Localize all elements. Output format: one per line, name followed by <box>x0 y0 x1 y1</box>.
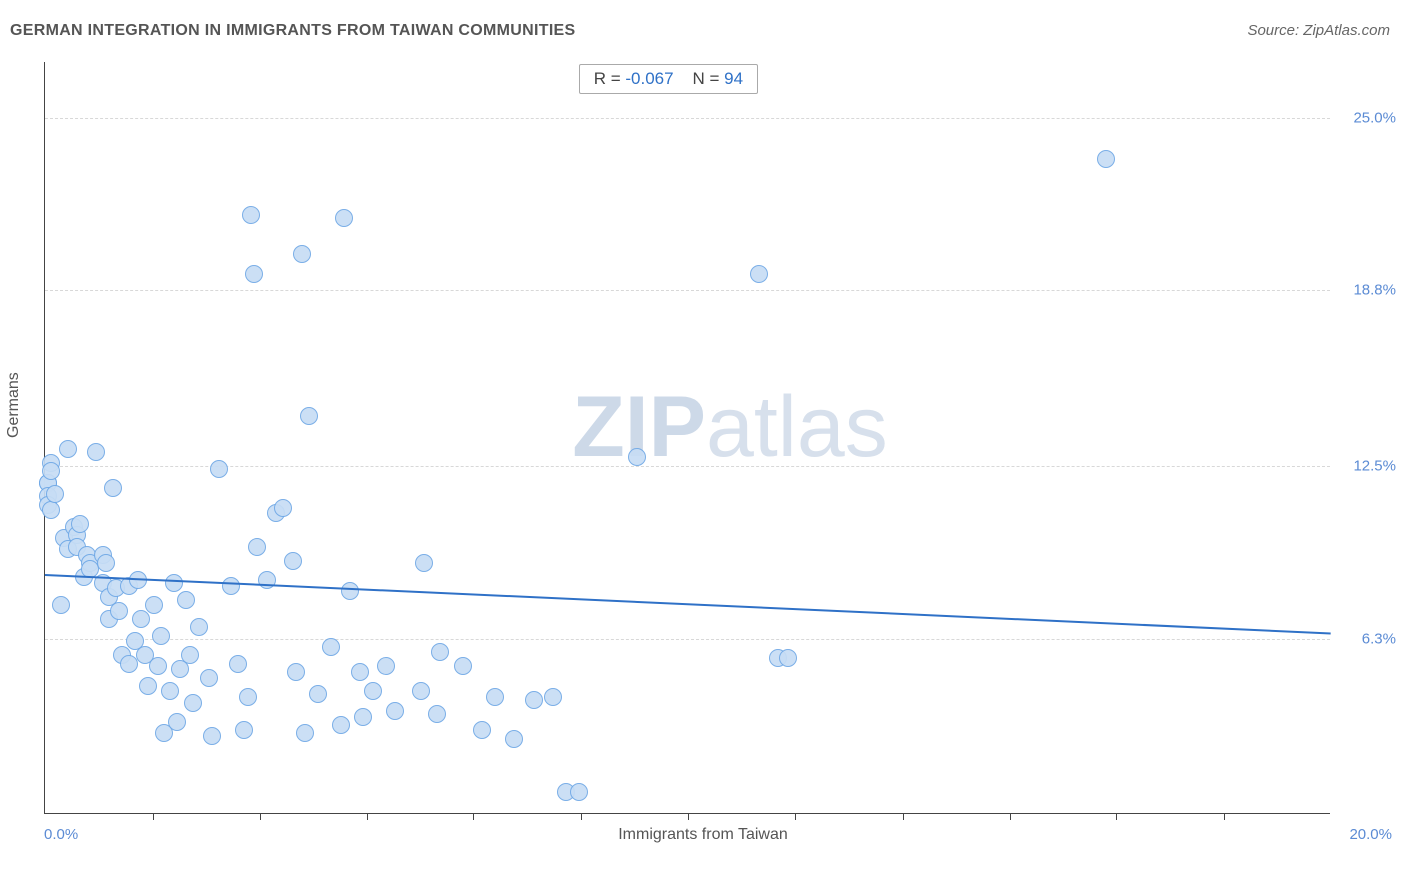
data-point <box>293 245 311 263</box>
data-point <box>505 730 523 748</box>
data-point <box>354 708 372 726</box>
x-tick <box>1224 813 1225 820</box>
data-point <box>71 515 89 533</box>
data-point <box>428 705 446 723</box>
data-point <box>184 694 202 712</box>
gridline <box>45 118 1330 119</box>
data-point <box>284 552 302 570</box>
data-point <box>161 682 179 700</box>
y-tick-label: 6.3% <box>1362 630 1396 647</box>
gridline <box>45 639 1330 640</box>
r-label: R = <box>594 69 621 88</box>
data-point <box>412 682 430 700</box>
data-point <box>139 677 157 695</box>
data-point <box>245 265 263 283</box>
data-point <box>222 577 240 595</box>
data-point <box>296 724 314 742</box>
data-point <box>203 727 221 745</box>
data-point <box>120 655 138 673</box>
trendline <box>45 574 1331 634</box>
data-point <box>386 702 404 720</box>
data-point <box>322 638 340 656</box>
data-point <box>87 443 105 461</box>
data-point <box>210 460 228 478</box>
x-tick <box>153 813 154 820</box>
source-label: Source: ZipAtlas.com <box>1247 22 1390 39</box>
data-point <box>42 501 60 519</box>
data-point <box>351 663 369 681</box>
data-point <box>110 602 128 620</box>
x-tick <box>1116 813 1117 820</box>
data-point <box>454 657 472 675</box>
data-point <box>341 582 359 600</box>
x-tick <box>903 813 904 820</box>
gridline <box>45 290 1330 291</box>
data-point <box>152 627 170 645</box>
y-axis-title: Germans <box>5 372 23 438</box>
data-point <box>486 688 504 706</box>
watermark-atlas: atlas <box>706 379 888 475</box>
data-point <box>570 783 588 801</box>
scatter-plot: R = -0.067 N = 94 ZIPatlas 6.3%12.5%18.8… <box>44 62 1330 814</box>
data-point <box>309 685 327 703</box>
data-point <box>97 554 115 572</box>
data-point <box>104 479 122 497</box>
data-point <box>628 448 646 466</box>
data-point <box>431 643 449 661</box>
data-point <box>332 716 350 734</box>
x-tick <box>795 813 796 820</box>
data-point <box>52 596 70 614</box>
data-point <box>132 610 150 628</box>
data-point <box>181 646 199 664</box>
data-point <box>525 691 543 709</box>
x-tick <box>367 813 368 820</box>
r-value: -0.067 <box>625 69 673 88</box>
data-point <box>229 655 247 673</box>
data-point <box>415 554 433 572</box>
data-point <box>1097 150 1115 168</box>
data-point <box>364 682 382 700</box>
chart-title: GERMAN INTEGRATION IN IMMIGRANTS FROM TA… <box>10 22 576 40</box>
n-value: 94 <box>724 69 743 88</box>
data-point <box>42 462 60 480</box>
data-point <box>168 713 186 731</box>
gridline <box>45 466 1330 467</box>
data-point <box>239 688 257 706</box>
data-point <box>544 688 562 706</box>
y-tick-label: 25.0% <box>1353 109 1396 126</box>
x-axis-title: Immigrants from Taiwan <box>0 826 1406 844</box>
x-tick <box>473 813 474 820</box>
data-point <box>300 407 318 425</box>
y-tick-label: 12.5% <box>1353 457 1396 474</box>
x-tick <box>688 813 689 820</box>
data-point <box>473 721 491 739</box>
x-tick <box>581 813 582 820</box>
data-point <box>335 209 353 227</box>
x-tick <box>1010 813 1011 820</box>
data-point <box>248 538 266 556</box>
y-tick-label: 18.8% <box>1353 282 1396 299</box>
data-point <box>235 721 253 739</box>
data-point <box>274 499 292 517</box>
data-point <box>149 657 167 675</box>
data-point <box>287 663 305 681</box>
stats-box: R = -0.067 N = 94 <box>579 64 758 94</box>
data-point <box>750 265 768 283</box>
x-max-label: 20.0% <box>1349 826 1392 843</box>
data-point <box>242 206 260 224</box>
data-point <box>59 440 77 458</box>
data-point <box>145 596 163 614</box>
n-label: N = <box>692 69 719 88</box>
data-point <box>165 574 183 592</box>
x-tick <box>260 813 261 820</box>
data-point <box>200 669 218 687</box>
data-point <box>46 485 64 503</box>
watermark: ZIPatlas <box>572 378 887 477</box>
data-point <box>177 591 195 609</box>
data-point <box>779 649 797 667</box>
data-point <box>377 657 395 675</box>
data-point <box>190 618 208 636</box>
